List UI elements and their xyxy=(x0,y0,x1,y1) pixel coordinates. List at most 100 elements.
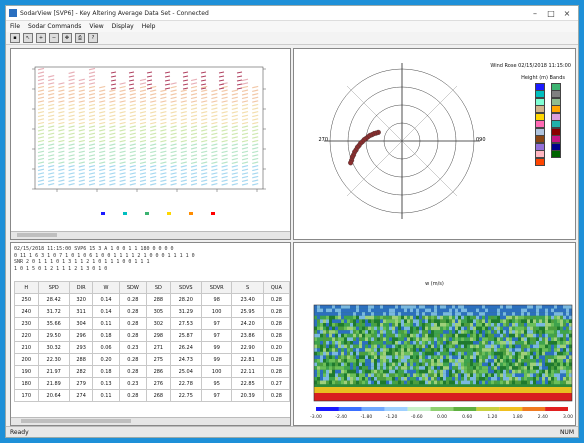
table-header-cell[interactable]: SD xyxy=(146,281,171,294)
wind-barb xyxy=(170,93,177,96)
velocity-cell xyxy=(452,315,455,320)
table-header-cell[interactable]: H xyxy=(14,281,39,294)
velocity-cell xyxy=(365,305,368,309)
wind-barb xyxy=(48,114,55,118)
velocity-cell xyxy=(371,312,374,316)
wind-barb xyxy=(48,154,55,157)
maximize-button[interactable]: □ xyxy=(547,8,555,18)
velocity-cell xyxy=(440,377,443,381)
velocity-cell xyxy=(341,326,344,331)
velocity-cell xyxy=(455,330,458,334)
table-header-cell[interactable]: QUA xyxy=(262,281,290,294)
help-icon[interactable]: ? xyxy=(88,33,98,43)
table-header-cell[interactable]: SPD xyxy=(37,281,70,294)
wind-barb xyxy=(99,129,106,132)
wind-barb xyxy=(211,103,218,107)
velocity-cell xyxy=(491,359,494,363)
wind-barb xyxy=(160,129,167,132)
velocity-cell xyxy=(314,373,317,377)
table-cell: 35.66 xyxy=(37,317,70,330)
velocity-cell xyxy=(473,308,476,313)
velocity-cell xyxy=(491,326,494,331)
velocity-cell xyxy=(545,377,548,381)
wind-barb xyxy=(231,161,238,164)
wind-barb xyxy=(119,154,126,157)
menu-help[interactable]: Help xyxy=(141,23,156,30)
table-header-cell[interactable]: SDVR xyxy=(200,281,233,294)
velocity-cell xyxy=(452,380,455,385)
table-row[interactable]: 230 35.66 304 0.11 0.28 302 27.53 97 24.20 0.28 xyxy=(14,317,290,330)
velocity-cell xyxy=(371,348,374,352)
table-header-cell[interactable]: S xyxy=(231,281,264,294)
table-row[interactable]: 190 21.97 282 0.18 0.28 286 25.04 100 22.11 0.28 xyxy=(14,365,290,378)
wind-barb xyxy=(48,100,55,103)
velocity-cell xyxy=(347,344,350,349)
velocity-cell xyxy=(392,366,395,370)
table-header-cell[interactable]: SDVS xyxy=(169,281,202,294)
menu-display[interactable]: Display xyxy=(111,23,134,30)
table-row[interactable]: 170 20.64 274 0.11 0.28 268 22.75 97 20.39 0.28 xyxy=(14,389,290,402)
table-row[interactable]: 250 28.42 320 0.14 0.28 288 28.20 98 23.40 0.28 xyxy=(14,293,290,306)
velocity-cell xyxy=(440,369,443,374)
velocity-cell xyxy=(485,366,488,370)
table-header-cell[interactable]: W xyxy=(92,281,120,294)
velocity-cell xyxy=(383,362,386,367)
table-cell: 180 xyxy=(14,377,39,390)
wind-barb xyxy=(211,165,218,168)
table-header-cell[interactable]: DIR xyxy=(68,281,94,294)
wind-barb xyxy=(68,150,75,154)
velocity-cell xyxy=(548,348,551,352)
table-row[interactable]: 210 30.32 293 0.06 0.23 271 26.24 99 22.90 0.20 xyxy=(14,341,290,354)
wind-barb xyxy=(160,103,167,107)
velocity-cell xyxy=(317,380,320,385)
velocity-cell xyxy=(467,355,470,359)
zoom-in-icon[interactable]: + xyxy=(36,33,46,43)
minimize-button[interactable]: – xyxy=(533,8,537,18)
velocity-cell xyxy=(485,326,488,331)
table-cell: 25.04 xyxy=(169,365,202,378)
wind-barb xyxy=(58,136,65,139)
table-cell: 0.28 xyxy=(118,317,148,330)
velocity-cell xyxy=(521,377,524,381)
velocity-cell xyxy=(392,362,395,367)
velocity-cell xyxy=(449,330,452,334)
velocity-cell xyxy=(350,373,353,377)
velocity-cell xyxy=(374,348,377,352)
table-row[interactable]: 180 21.89 279 0.13 0.23 276 22.78 95 22.85 0.27 xyxy=(14,377,290,390)
velocity-cell xyxy=(497,337,500,341)
velocity-cell xyxy=(428,377,431,381)
table-hscroll[interactable] xyxy=(11,417,290,425)
close-button[interactable]: × xyxy=(563,8,571,18)
velocity-cell xyxy=(500,341,503,345)
pan-icon[interactable]: ✥ xyxy=(62,33,72,43)
menu-sodar-commands[interactable]: Sodar Commands xyxy=(28,23,82,30)
velocity-cell xyxy=(437,323,440,327)
menu-file[interactable]: File xyxy=(10,23,21,30)
velocity-cell xyxy=(398,344,401,349)
velocity-cell xyxy=(425,341,428,345)
wind-barb xyxy=(150,154,157,157)
table-row[interactable]: 240 31.72 311 0.14 0.28 305 31.29 100 25.95 0.28 xyxy=(14,305,290,318)
wind-barb xyxy=(58,114,65,118)
menu-view[interactable]: View xyxy=(89,23,104,30)
save-icon[interactable]: ▪ xyxy=(10,33,20,43)
title-bar[interactable]: SodarView [SVP6] - Key Altering Average … xyxy=(6,6,578,21)
wind-barb xyxy=(221,157,228,161)
zoom-out-icon[interactable]: − xyxy=(49,33,59,43)
velocity-cell xyxy=(437,348,440,352)
velocity-cell xyxy=(509,377,512,381)
barb-hscroll[interactable] xyxy=(11,231,290,239)
velocity-cell xyxy=(416,312,419,316)
table-row[interactable]: 220 29.50 296 0.18 0.28 298 25.87 97 23.86 0.28 xyxy=(14,329,290,342)
velocity-cell xyxy=(530,315,533,320)
velocity-cell xyxy=(467,359,470,363)
velocity-cell xyxy=(473,359,476,363)
wind-barb xyxy=(218,75,225,78)
print-icon[interactable]: ⎙ xyxy=(75,33,85,43)
wind-barb xyxy=(180,118,187,121)
pointer-icon[interactable]: ↖ xyxy=(23,33,33,43)
velocity-cell xyxy=(362,366,365,370)
table-header-cell[interactable]: SDW xyxy=(118,281,148,294)
wind-barb xyxy=(119,139,126,143)
table-row[interactable]: 200 22.30 288 0.20 0.28 275 24.73 99 22.81 0.28 xyxy=(14,353,290,366)
